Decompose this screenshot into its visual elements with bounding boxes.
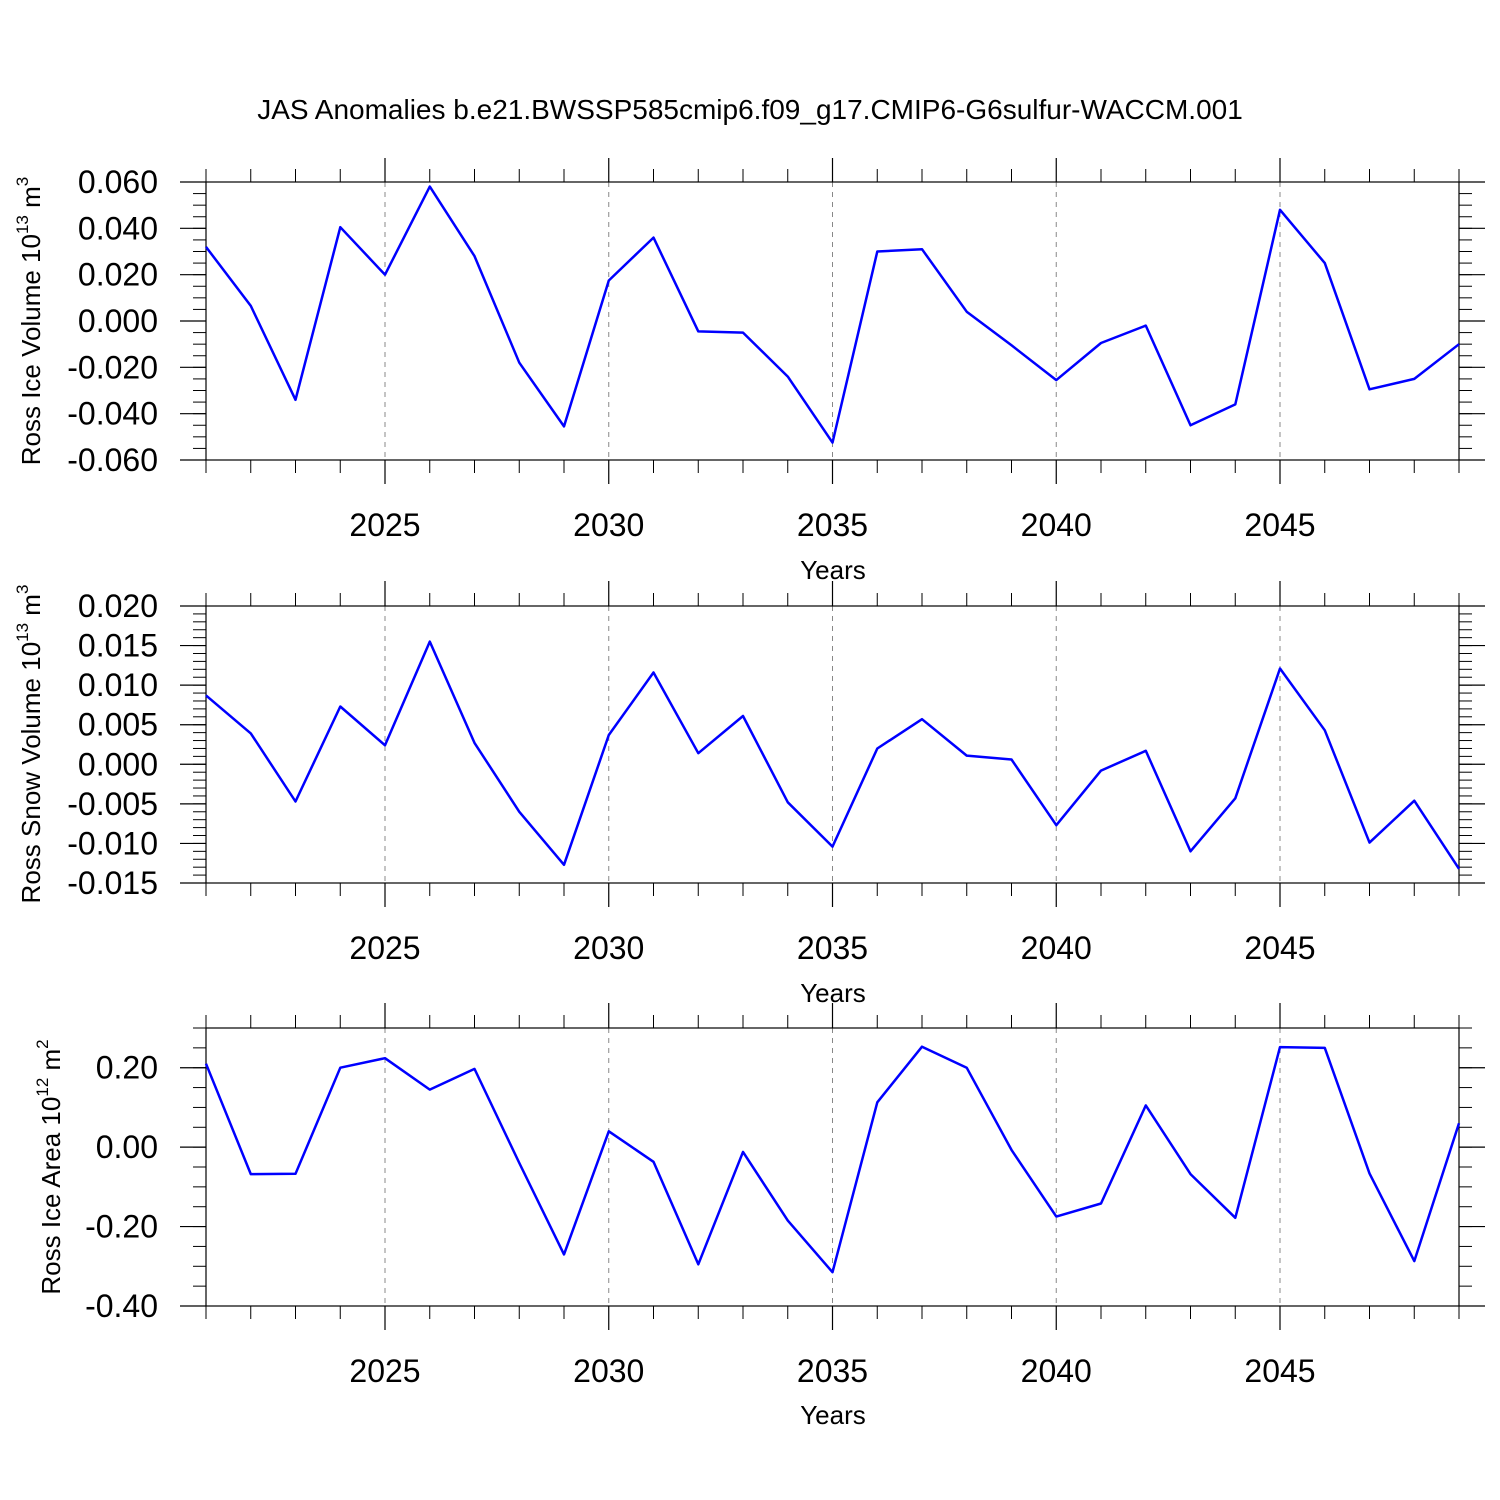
x-tick-label: 2040 [1021, 507, 1092, 543]
y-tick-label: 0.020 [78, 257, 158, 293]
x-tick-label: 2035 [797, 930, 868, 966]
plot-frame [205, 605, 1460, 884]
x-axis-label: Years [800, 1400, 866, 1430]
grid-lines [384, 606, 1281, 883]
y-tick-label: -0.40 [85, 1288, 158, 1324]
y-axis-label: Ross Ice Area 1012 m2 [33, 1039, 66, 1294]
x-tick-label: 2030 [573, 930, 644, 966]
y-tick-label: 0.00 [96, 1129, 158, 1165]
series-line [204, 1045, 1461, 1274]
y-tick-label: 0.000 [78, 746, 158, 782]
grid-lines [384, 1028, 1281, 1306]
y-tick-label: 0.040 [78, 210, 158, 246]
y-tick-label: 0.010 [78, 667, 158, 703]
chart-title: JAS Anomalies b.e21.BWSSP585cmip6.f09_g1… [257, 94, 1243, 125]
y-tick-labels: 0.060 0.040 0.020 0.000 -0.020 -0.040 -0.060 [67, 164, 158, 478]
plot-frame [205, 181, 1460, 461]
y-tick-label: -0.20 [85, 1209, 158, 1245]
y-axis-label: Ross Ice Volume 1013 m3 [13, 177, 46, 466]
y-tick-label: 0.060 [78, 164, 158, 200]
y-tick-labels: 0.20 0.00 -0.20 -0.40 [85, 1050, 158, 1324]
x-tick-labels: 2025 2030 2035 2040 2045 [349, 507, 1315, 543]
x-tick-labels: 2025 2030 2035 2040 2045 [349, 1353, 1315, 1389]
x-tick-label: 2025 [349, 930, 420, 966]
x-tick-label: 2045 [1244, 930, 1315, 966]
grid-lines [384, 182, 1281, 460]
series-line [205, 185, 1460, 444]
x-axis-label: Years [800, 555, 866, 585]
x-tick-label: 2035 [797, 507, 868, 543]
x-tick-label: 2045 [1244, 1353, 1315, 1389]
y-tick-label: 0.015 [78, 628, 158, 664]
panel-ice-area: 0.200.00-0.20-0.40 2025 2030 2035 2040 2045 … [33, 1003, 1485, 1430]
y-tick-label: -0.015 [67, 865, 158, 901]
x-tick-label: 2025 [349, 1353, 420, 1389]
x-tick-label: 2035 [797, 1353, 868, 1389]
y-tick-label: -0.005 [67, 786, 158, 822]
y-tick-label: 0.20 [96, 1050, 158, 1086]
tick-marks [180, 581, 1485, 907]
panel-ice-volume: 0.060 0.040 0.020 0.000 -0.020 -0.040 -0.060 2… [13, 158, 1485, 585]
y-tick-label: 0.020 [78, 588, 158, 624]
x-tick-labels: 2025 2030 2035 2040 2045 [349, 930, 1315, 966]
plot-frame [205, 1027, 1460, 1307]
y-tick-label: -0.020 [67, 349, 158, 385]
x-tick-label: 2025 [349, 507, 420, 543]
x-tick-label: 2045 [1244, 507, 1315, 543]
x-tick-label: 2040 [1021, 930, 1092, 966]
y-axis-label: Ross Snow Volume 1013 m3 [13, 585, 46, 904]
x-tick-label: 2030 [573, 1353, 644, 1389]
tick-marks [180, 158, 1485, 484]
x-tick-label: 2030 [573, 507, 644, 543]
series-line [205, 640, 1461, 870]
tick-marks [180, 1003, 1485, 1330]
y-tick-label: -0.040 [67, 396, 158, 432]
y-tick-label: -0.010 [67, 825, 158, 861]
x-tick-label: 2040 [1021, 1353, 1092, 1389]
y-tick-label: -0.060 [67, 442, 158, 478]
y-tick-label: 0.005 [78, 707, 158, 743]
y-tick-label: 0.000 [78, 303, 158, 339]
